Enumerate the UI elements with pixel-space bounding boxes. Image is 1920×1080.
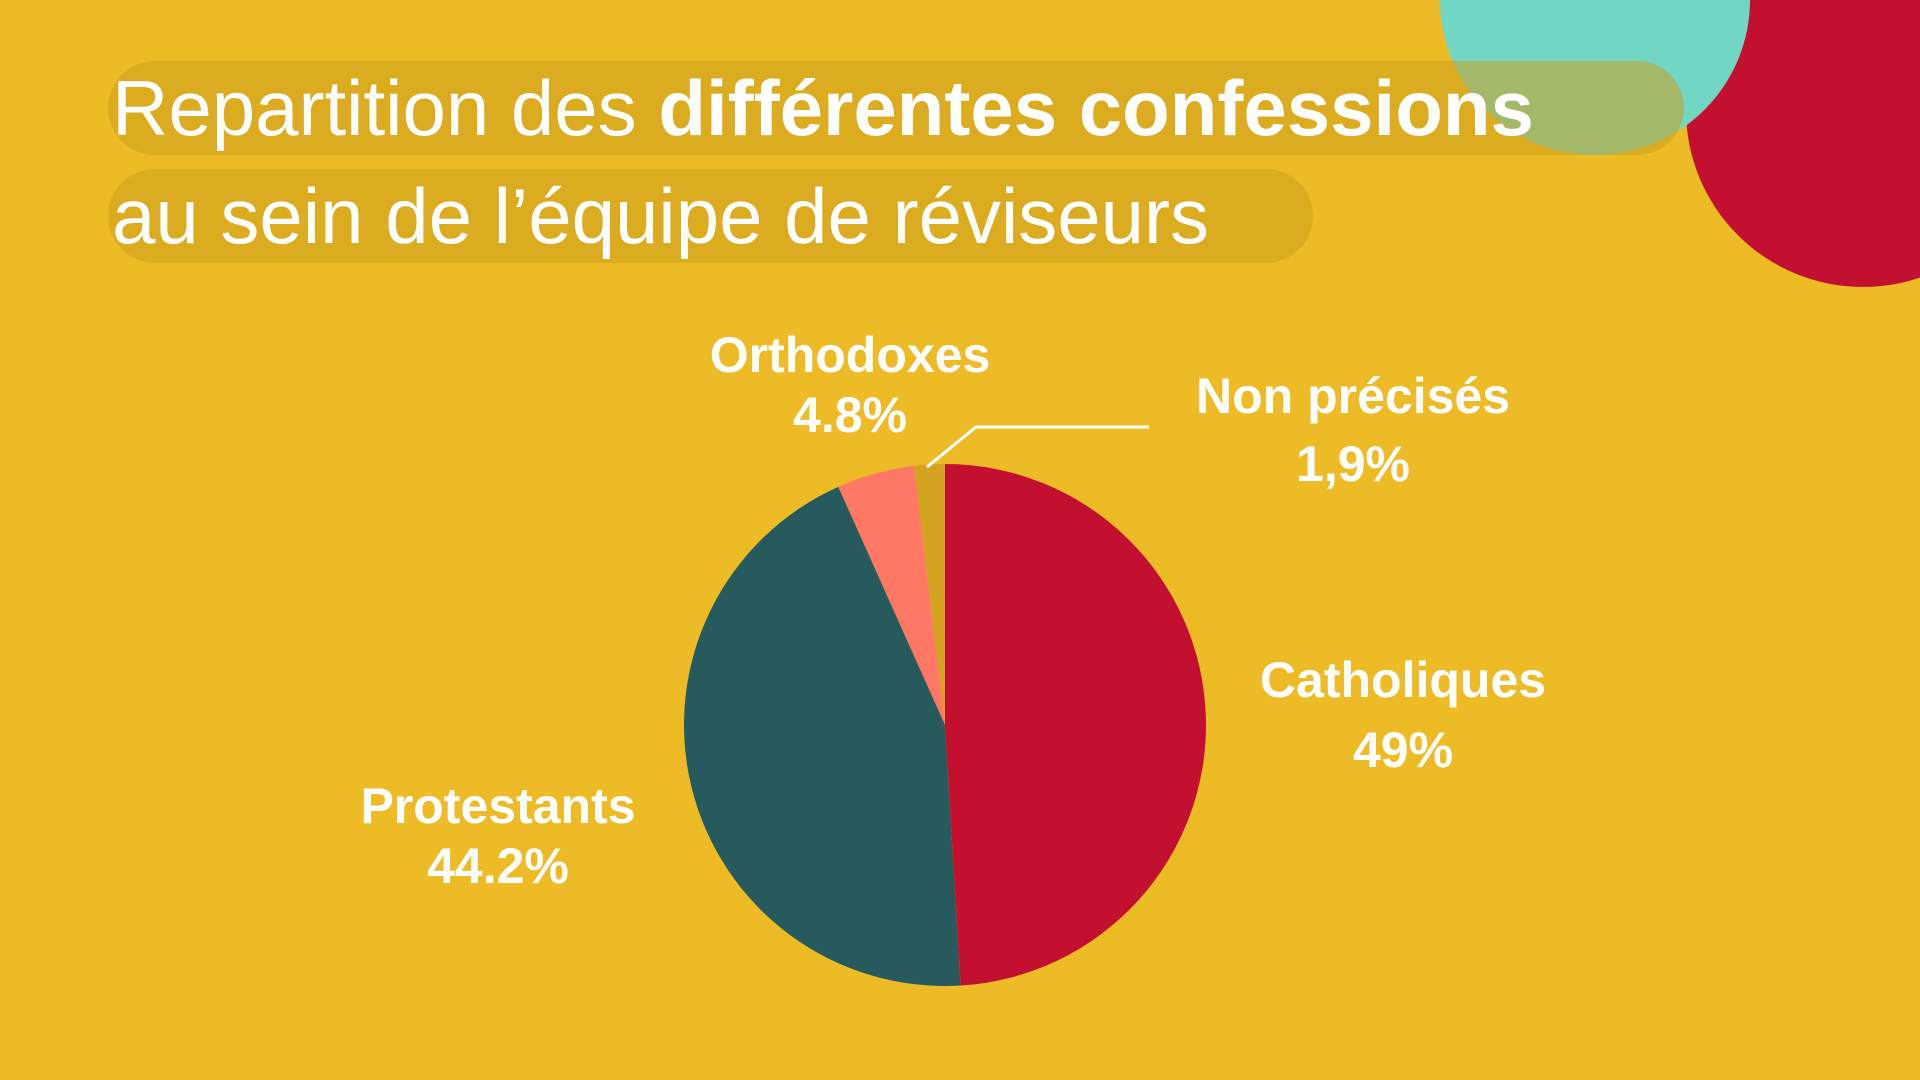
title-light-text: Repartition des [112,64,659,152]
pie-slice-protestants [684,486,961,986]
leader-line-non-precises [926,425,1149,469]
label-catholiques: Catholiques 49% [1260,645,1546,785]
slice-value: 44.2% [427,838,569,894]
title-bold-text: différentes confessions [658,64,1534,152]
label-non-precises: Non précisés 1,9% [1196,362,1510,498]
title-line-2: au sein de l’équipe de réviseurs [108,169,1313,263]
slice-name: Protestants [360,778,636,834]
decorative-red-circle [1686,0,1920,287]
slice-name: Catholiques [1259,652,1547,708]
slice-name: Orthodoxes [709,327,991,383]
slice-name: Non précisés [1195,368,1511,424]
pie-slice-catholiques [945,464,1206,986]
pie-slice-orthodoxes [838,465,945,725]
label-orthodoxes: Orthodoxes 4.8% [710,325,991,445]
label-protestants: Protestants 44.2% [360,776,635,896]
slice-value: 49% [1352,722,1454,778]
slice-value: 4.8% [793,387,907,443]
subtitle-text: au sein de l’équipe de réviseurs [112,172,1210,260]
slice-value: 1,9% [1296,436,1410,492]
title-line-1: Repartition des différentes confessions [108,61,1684,155]
pie-slice-non-précisés [913,464,945,725]
